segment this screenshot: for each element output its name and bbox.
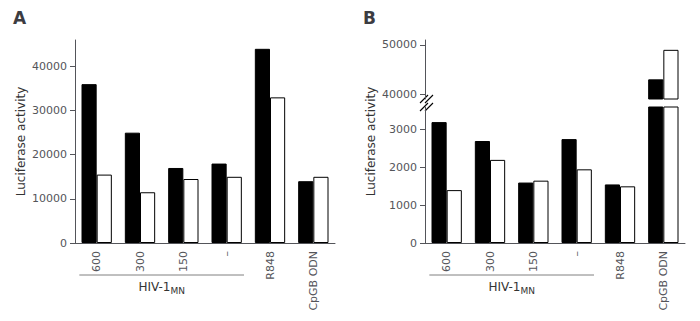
svg-text:30000: 30000 [32, 104, 67, 117]
svg-text:MN: MN [520, 286, 535, 296]
svg-text:B: B [363, 8, 376, 28]
svg-text:Luciferase activity: Luciferase activity [14, 87, 28, 197]
svg-text:Luciferase activity: Luciferase activity [364, 87, 378, 197]
svg-text:CpGB ODN: CpGB ODN [657, 251, 670, 311]
svg-text:40000: 40000 [32, 60, 67, 73]
svg-text:600: 600 [440, 251, 453, 272]
svg-text:–: – [570, 251, 583, 257]
svg-text:150: 150 [177, 251, 190, 272]
svg-text:R848: R848 [614, 251, 627, 280]
svg-text:40000: 40000 [382, 88, 417, 101]
svg-text:300: 300 [134, 251, 147, 272]
svg-text:HIV-1: HIV-1 [488, 280, 520, 294]
svg-text:300: 300 [484, 251, 497, 272]
svg-text:R848: R848 [264, 251, 277, 280]
svg-text:50000: 50000 [382, 38, 417, 51]
svg-text:1000: 1000 [389, 199, 417, 212]
svg-text:CpGB ODN: CpGB ODN [307, 251, 320, 311]
svg-text:2000: 2000 [389, 161, 417, 174]
svg-text:–: – [220, 251, 233, 257]
svg-text:20000: 20000 [32, 148, 67, 161]
svg-text:600: 600 [90, 251, 103, 272]
svg-text:HIV-1: HIV-1 [138, 280, 170, 294]
svg-text:0: 0 [60, 237, 67, 250]
svg-text:MN: MN [170, 286, 185, 296]
svg-text:150: 150 [527, 251, 540, 272]
svg-text:3000: 3000 [389, 123, 417, 136]
svg-text:10000: 10000 [32, 192, 67, 205]
svg-text:0: 0 [410, 237, 417, 250]
svg-text:A: A [13, 8, 27, 28]
